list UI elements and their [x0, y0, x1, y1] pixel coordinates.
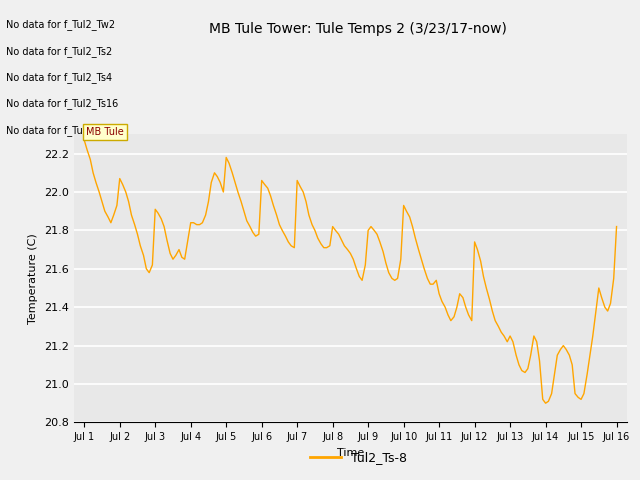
X-axis label: Time: Time: [337, 448, 364, 457]
Text: No data for f_Tul2_Ts32: No data for f_Tul2_Ts32: [6, 125, 119, 136]
Text: No data for f_Tul2_Ts2: No data for f_Tul2_Ts2: [6, 46, 113, 57]
Text: MB Tule Tower: Tule Temps 2 (3/23/17-now): MB Tule Tower: Tule Temps 2 (3/23/17-now…: [209, 22, 508, 36]
Text: No data for f_Tul2_Ts16: No data for f_Tul2_Ts16: [6, 98, 118, 109]
Legend: Tul2_Ts-8: Tul2_Ts-8: [305, 446, 412, 469]
Y-axis label: Temperature (C): Temperature (C): [28, 233, 38, 324]
Text: No data for f_Tul2_Ts4: No data for f_Tul2_Ts4: [6, 72, 113, 83]
Text: No data for f_Tul2_Tw2: No data for f_Tul2_Tw2: [6, 19, 116, 30]
Text: MB Tule: MB Tule: [86, 127, 124, 137]
